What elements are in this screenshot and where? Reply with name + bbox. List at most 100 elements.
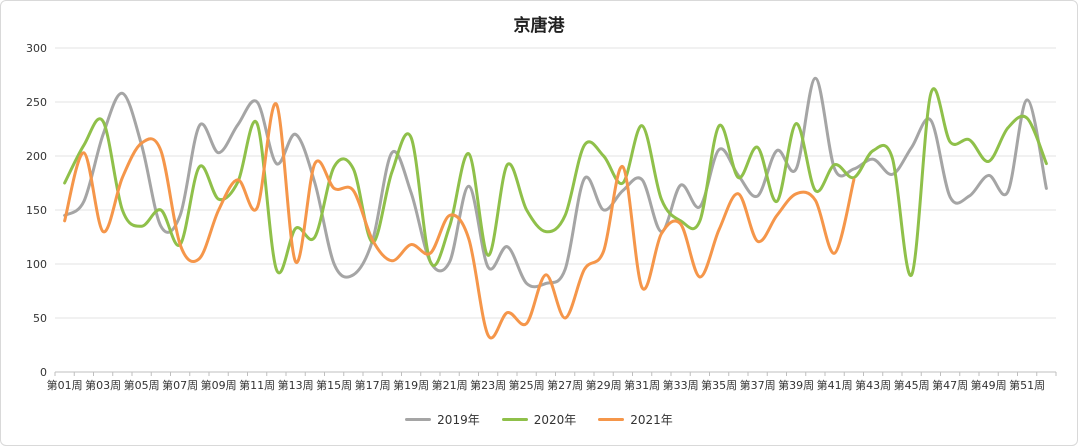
- data-point: [178, 213, 182, 217]
- legend-swatch: [405, 418, 432, 421]
- data-point: [217, 208, 221, 212]
- data-point: [525, 281, 529, 285]
- x-tick-label: 第41周: [817, 378, 853, 392]
- y-tick-label: 300: [26, 42, 47, 55]
- x-tick-label: 第37周: [740, 378, 776, 392]
- data-point: [544, 281, 548, 285]
- data-point: [332, 165, 336, 169]
- data-point: [948, 140, 952, 144]
- data-point: [910, 273, 914, 277]
- data-point: [1044, 186, 1048, 190]
- y-tick-label: 200: [26, 150, 47, 163]
- data-point: [255, 100, 259, 104]
- data-point: [775, 149, 779, 153]
- data-point: [467, 237, 471, 241]
- legend-label: 2021年: [630, 413, 673, 427]
- data-point: [582, 267, 586, 271]
- data-point: [756, 239, 760, 243]
- data-point: [159, 149, 163, 153]
- data-point: [794, 192, 798, 196]
- x-tick-label: 第31周: [624, 378, 660, 392]
- data-point: [736, 176, 740, 180]
- x-tick-label: 第27周: [547, 378, 583, 392]
- data-point: [390, 151, 394, 155]
- x-tick-label: 第11周: [239, 378, 275, 392]
- data-point: [217, 151, 221, 155]
- legend-label: 2020年: [533, 413, 577, 427]
- x-tick-label: 第01周: [47, 378, 83, 392]
- data-point: [313, 235, 317, 239]
- data-point: [313, 162, 317, 166]
- data-point: [236, 178, 240, 182]
- data-point: [659, 232, 663, 236]
- x-tick-label: 第23周: [470, 378, 506, 392]
- data-point: [756, 194, 760, 198]
- data-point: [197, 257, 201, 261]
- data-point: [698, 219, 702, 223]
- data-point: [1006, 190, 1010, 194]
- x-tick-label: 第51周: [1009, 378, 1045, 392]
- data-point: [833, 163, 837, 167]
- data-point: [294, 132, 298, 136]
- x-tick-label: 第39周: [778, 378, 814, 392]
- data-point: [621, 165, 625, 169]
- series-line-2: [63, 87, 1048, 277]
- series-line-3: [63, 102, 856, 340]
- data-point: [390, 170, 394, 174]
- data-point: [679, 183, 683, 187]
- data-point: [274, 162, 278, 166]
- data-point: [582, 177, 586, 181]
- data-point: [602, 249, 606, 253]
- legend-label: 2019年: [437, 413, 480, 427]
- data-point: [159, 224, 163, 228]
- data-point: [967, 194, 971, 198]
- data-point: [813, 198, 817, 202]
- data-point: [448, 213, 452, 217]
- data-point: [640, 286, 644, 290]
- data-point: [197, 165, 201, 169]
- data-point: [967, 138, 971, 142]
- data-point: [409, 136, 413, 140]
- data-point: [351, 189, 355, 193]
- data-point: [101, 119, 105, 123]
- data-point: [698, 275, 702, 279]
- data-point: [987, 159, 991, 163]
- x-tick-label: 第33周: [663, 378, 699, 392]
- data-point: [659, 197, 663, 201]
- data-point: [505, 311, 509, 315]
- x-tick-label: 第05周: [124, 378, 160, 392]
- data-point: [217, 197, 221, 201]
- data-point: [871, 157, 875, 161]
- x-tick-label: 第09周: [201, 378, 237, 392]
- legend-item: 2020年: [501, 411, 577, 428]
- data-point: [63, 181, 67, 185]
- data-point: [332, 186, 336, 190]
- data-point: [1025, 98, 1029, 102]
- series-line-1: [63, 76, 1048, 289]
- data-point: [274, 102, 278, 106]
- data-point: [255, 122, 259, 126]
- data-point: [698, 205, 702, 209]
- x-tick-label: 第21周: [432, 378, 468, 392]
- data-point: [448, 224, 452, 228]
- data-point: [120, 91, 124, 95]
- data-point: [717, 227, 721, 231]
- data-point: [833, 251, 837, 255]
- data-point: [351, 167, 355, 171]
- data-point: [987, 173, 991, 177]
- x-tick-label: 第03周: [85, 378, 121, 392]
- x-tick-label: 第17周: [355, 378, 391, 392]
- data-point: [1044, 162, 1048, 166]
- data-point: [563, 213, 567, 217]
- data-point: [544, 273, 548, 277]
- data-point: [794, 167, 798, 171]
- data-point: [717, 148, 721, 152]
- data-point: [390, 259, 394, 263]
- data-point: [948, 195, 952, 199]
- data-point: [82, 151, 86, 155]
- data-point: [120, 176, 124, 180]
- data-point: [736, 192, 740, 196]
- data-point: [140, 224, 144, 228]
- data-point: [63, 219, 67, 223]
